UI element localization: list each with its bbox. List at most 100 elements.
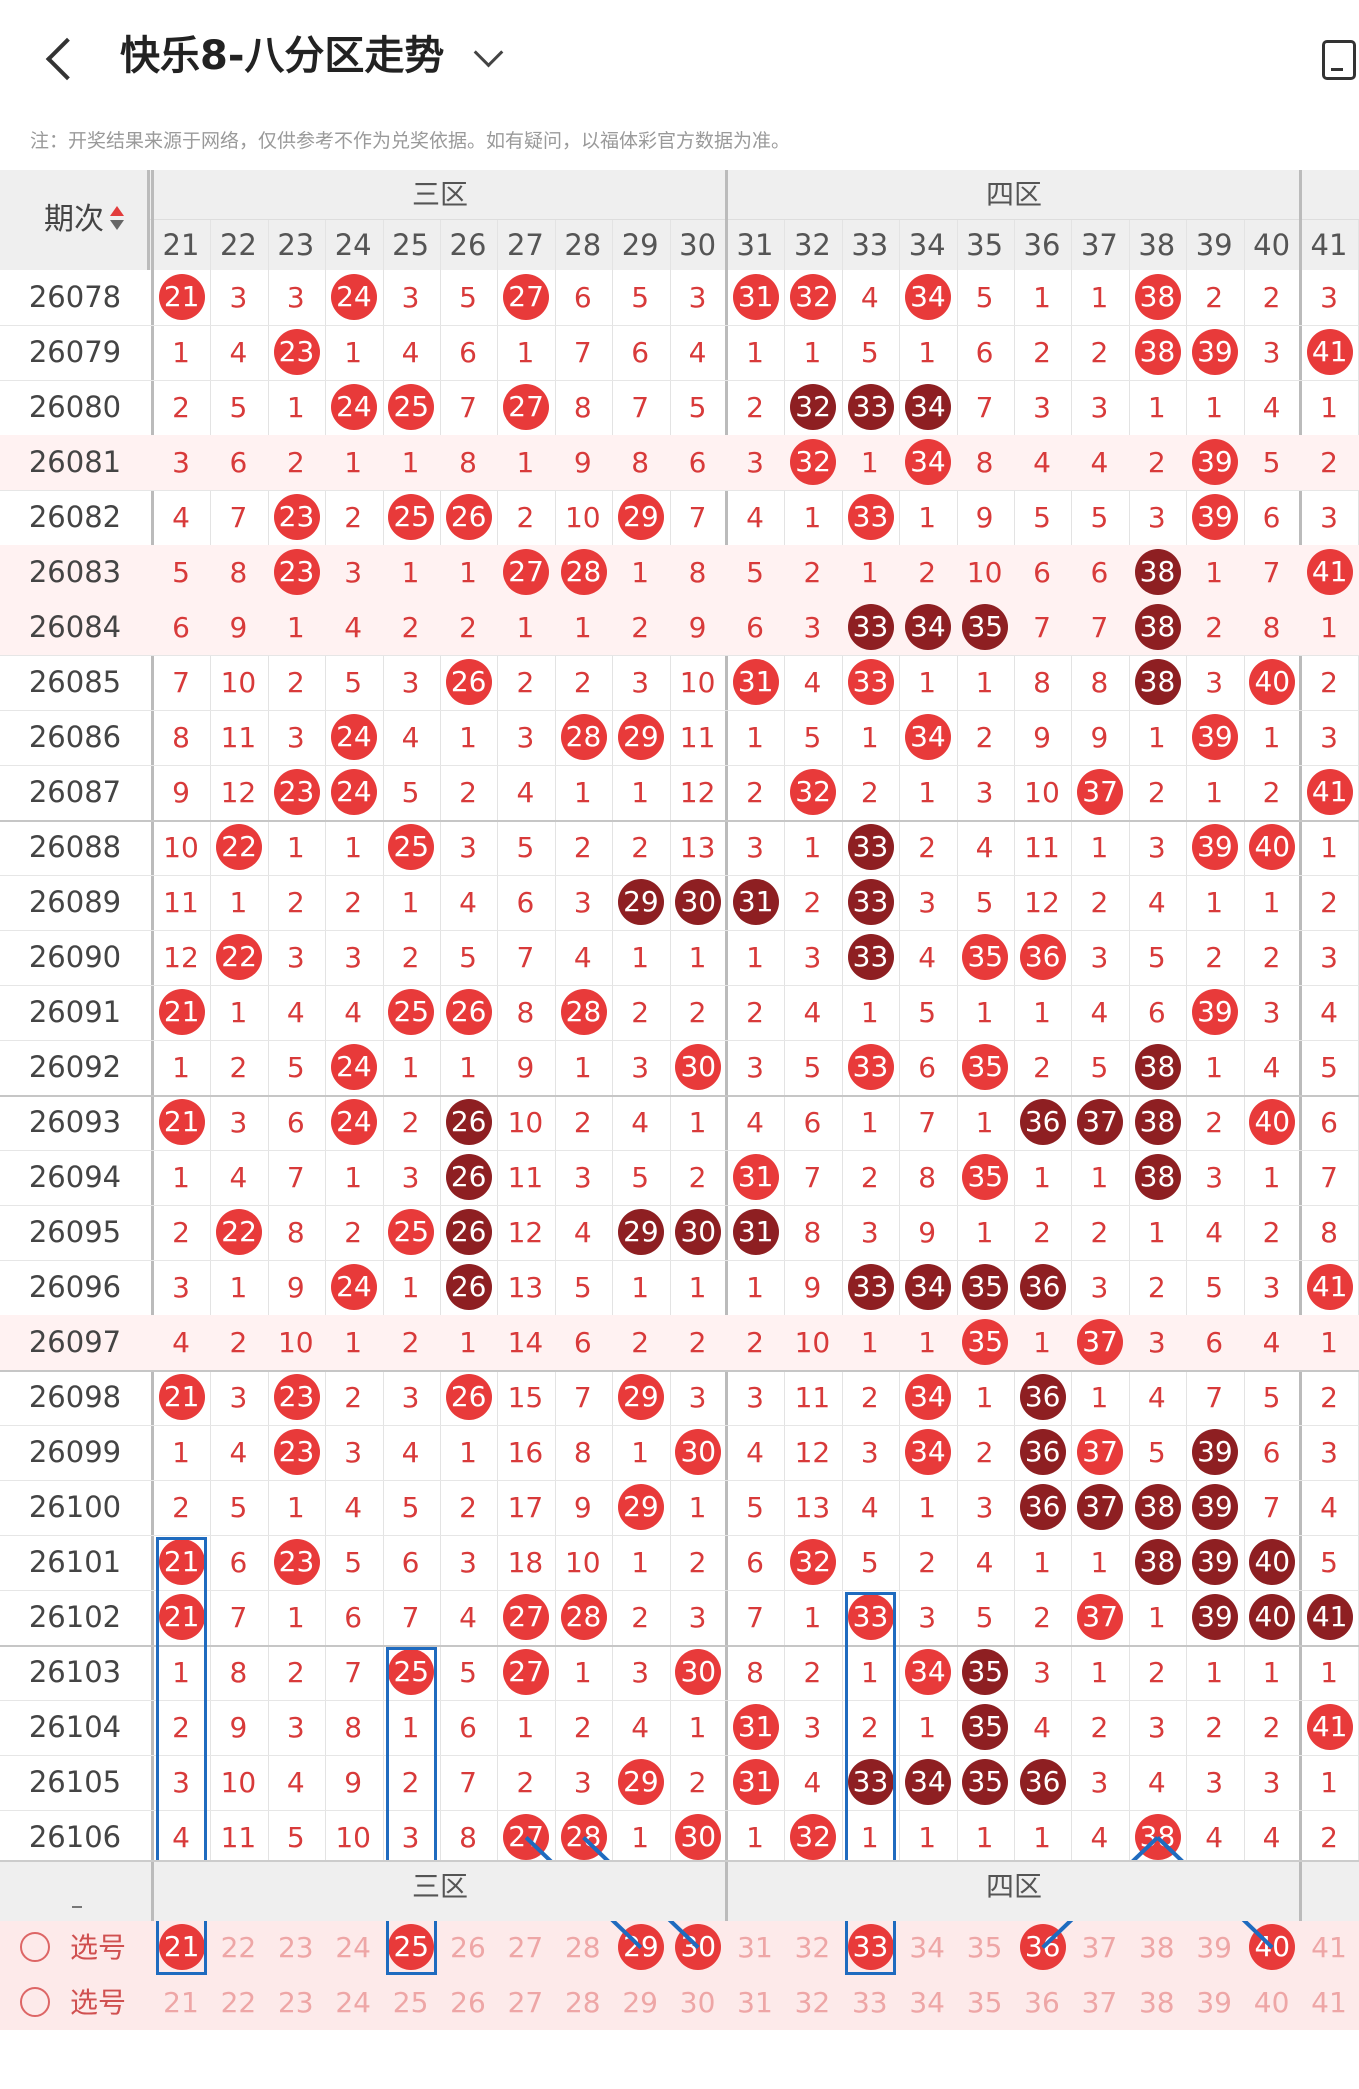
winning-number-ball[interactable]: 24 bbox=[330, 714, 377, 760]
winning-number-ball[interactable]: 21 bbox=[158, 1374, 205, 1420]
winning-number-ball[interactable]: 33 bbox=[847, 659, 894, 705]
winning-number-ball[interactable]: 38 bbox=[1134, 604, 1181, 650]
winning-number-ball[interactable]: 31 bbox=[732, 659, 779, 705]
winning-number-ball[interactable]: 30 bbox=[675, 1209, 722, 1255]
winning-number-ball[interactable]: 26 bbox=[445, 1374, 492, 1420]
winning-number-ball[interactable]: 41 bbox=[1306, 549, 1353, 595]
winning-number-ball[interactable]: 33 bbox=[847, 934, 894, 980]
winning-number-ball[interactable]: 32 bbox=[790, 769, 837, 815]
column-header[interactable]: 29 bbox=[621, 228, 659, 262]
winning-number-ball[interactable]: 29 bbox=[617, 1374, 664, 1420]
winning-number-ball[interactable]: 24 bbox=[330, 1044, 377, 1090]
period-number[interactable]: 26100 bbox=[28, 1490, 122, 1524]
winning-number-ball[interactable]: 26 bbox=[445, 494, 492, 540]
period-header[interactable]: 期次 bbox=[0, 170, 150, 270]
winning-number-ball[interactable]: 35 bbox=[962, 1319, 1009, 1365]
winning-number-ball[interactable]: 29 bbox=[617, 714, 664, 760]
winning-number-ball[interactable]: 34 bbox=[904, 1649, 951, 1695]
selectable-number[interactable]: 27 bbox=[507, 1931, 544, 1964]
winning-number-ball[interactable]: 30 bbox=[675, 1649, 722, 1695]
column-header[interactable]: 37 bbox=[1080, 228, 1118, 262]
select-label[interactable]: 选号 bbox=[70, 1986, 127, 2019]
winning-number-ball[interactable]: 34 bbox=[904, 604, 951, 650]
winning-number-ball[interactable]: 30 bbox=[675, 1429, 722, 1475]
selectable-number[interactable]: 35 bbox=[966, 1986, 1003, 2019]
winning-number-ball[interactable]: 26 bbox=[445, 1264, 492, 1310]
winning-number-ball[interactable]: 31 bbox=[732, 879, 779, 925]
chevron-down-icon[interactable] bbox=[473, 37, 504, 68]
winning-number-ball[interactable]: 30 bbox=[675, 1814, 722, 1860]
period-number[interactable]: 26105 bbox=[28, 1765, 122, 1799]
winning-number-ball[interactable]: 41 bbox=[1306, 1594, 1353, 1640]
winning-number-ball[interactable]: 40 bbox=[1249, 1539, 1296, 1585]
selectable-number[interactable]: 32 bbox=[794, 1986, 831, 2019]
winning-number-ball[interactable]: 24 bbox=[330, 1264, 377, 1310]
selectable-number[interactable]: 34 bbox=[909, 1986, 945, 2019]
winning-number-ball[interactable]: 23 bbox=[273, 769, 320, 815]
winning-number-ball[interactable]: 39 bbox=[1191, 1484, 1238, 1530]
winning-number-ball[interactable]: 26 bbox=[445, 989, 492, 1035]
period-number[interactable]: 26092 bbox=[28, 1050, 122, 1084]
winning-number-ball[interactable]: 39 bbox=[1191, 329, 1238, 375]
winning-number-ball[interactable]: 21 bbox=[158, 274, 205, 320]
selectable-number[interactable]: 37 bbox=[1081, 1986, 1118, 2019]
column-header[interactable]: 38 bbox=[1138, 228, 1176, 262]
winning-number-ball[interactable]: 38 bbox=[1134, 549, 1181, 595]
selectable-number[interactable]: 38 bbox=[1138, 1931, 1175, 1964]
winning-number-ball[interactable]: 24 bbox=[330, 1099, 377, 1145]
winning-number-ball[interactable]: 25 bbox=[388, 1649, 435, 1695]
selectable-number[interactable]: 27 bbox=[507, 1986, 544, 2019]
winning-number-ball[interactable]: 21 bbox=[158, 989, 205, 1035]
select-radio[interactable] bbox=[20, 1932, 50, 1962]
selectable-number[interactable]: 31 bbox=[737, 1931, 773, 1964]
selectable-number[interactable]: 23 bbox=[277, 1931, 314, 1964]
winning-number-ball[interactable]: 37 bbox=[1077, 769, 1124, 815]
winning-number-ball[interactable]: 31 bbox=[732, 1154, 779, 1200]
winning-number-ball[interactable]: 32 bbox=[790, 274, 837, 320]
winning-number-ball[interactable]: 38 bbox=[1134, 1154, 1181, 1200]
selectable-number[interactable]: 34 bbox=[909, 1931, 945, 1964]
winning-number-ball[interactable]: 25 bbox=[388, 384, 435, 430]
winning-number-ball[interactable]: 40 bbox=[1249, 1594, 1296, 1640]
selectable-number[interactable]: 39 bbox=[1196, 1986, 1232, 2019]
winning-number-ball[interactable]: 37 bbox=[1077, 1594, 1124, 1640]
period-number[interactable]: 26085 bbox=[28, 665, 122, 699]
winning-number-ball[interactable]: 24 bbox=[330, 769, 377, 815]
winning-number-ball[interactable]: 38 bbox=[1134, 1044, 1181, 1090]
period-number[interactable]: 26096 bbox=[28, 1270, 122, 1304]
winning-number-ball[interactable]: 39 bbox=[1191, 714, 1238, 760]
winning-number-ball[interactable]: 33 bbox=[847, 1759, 894, 1805]
winning-number-ball[interactable]: 28 bbox=[560, 714, 607, 760]
winning-number-ball[interactable]: 36 bbox=[1019, 1429, 1066, 1475]
winning-number-ball[interactable]: 37 bbox=[1077, 1429, 1124, 1475]
selectable-number[interactable]: 22 bbox=[220, 1931, 257, 1964]
winning-number-ball[interactable]: 30 bbox=[675, 879, 722, 925]
selectable-number[interactable]: 37 bbox=[1081, 1931, 1118, 1964]
winning-number-ball[interactable]: 38 bbox=[1134, 1484, 1181, 1530]
winning-number-ball[interactable]: 33 bbox=[847, 879, 894, 925]
winning-number-ball[interactable]: 32 bbox=[790, 1814, 837, 1860]
winning-number-ball[interactable]: 27 bbox=[503, 274, 550, 320]
selectable-number[interactable]: 41 bbox=[1311, 1986, 1347, 2019]
winning-number-ball[interactable]: 39 bbox=[1191, 824, 1238, 870]
winning-number-ball[interactable]: 25 bbox=[388, 1209, 435, 1255]
period-number[interactable]: 26103 bbox=[28, 1655, 122, 1689]
winning-number-ball[interactable]: 40 bbox=[1249, 824, 1296, 870]
period-number[interactable]: 26089 bbox=[28, 885, 122, 919]
winning-number-ball[interactable]: 23 bbox=[273, 549, 320, 595]
winning-number-ball[interactable]: 36 bbox=[1019, 1264, 1066, 1310]
winning-number-ball[interactable]: 33 bbox=[847, 1044, 894, 1090]
winning-number-ball[interactable]: 35 bbox=[962, 1154, 1009, 1200]
winning-number-ball[interactable]: 36 bbox=[1019, 1759, 1066, 1805]
selectable-number[interactable]: 39 bbox=[1196, 1931, 1232, 1964]
winning-number-ball[interactable]: 38 bbox=[1134, 1539, 1181, 1585]
column-header[interactable]: 31 bbox=[736, 228, 774, 262]
winning-number-ball[interactable]: 26 bbox=[445, 1154, 492, 1200]
period-number[interactable]: 26083 bbox=[28, 555, 122, 589]
device-icon[interactable] bbox=[1322, 40, 1356, 80]
column-header[interactable]: 24 bbox=[334, 228, 372, 262]
period-number[interactable]: 26104 bbox=[28, 1710, 122, 1744]
select-label[interactable]: 选号 bbox=[70, 1931, 127, 1964]
period-number[interactable]: 26084 bbox=[28, 610, 122, 644]
column-header[interactable]: 39 bbox=[1195, 228, 1233, 262]
